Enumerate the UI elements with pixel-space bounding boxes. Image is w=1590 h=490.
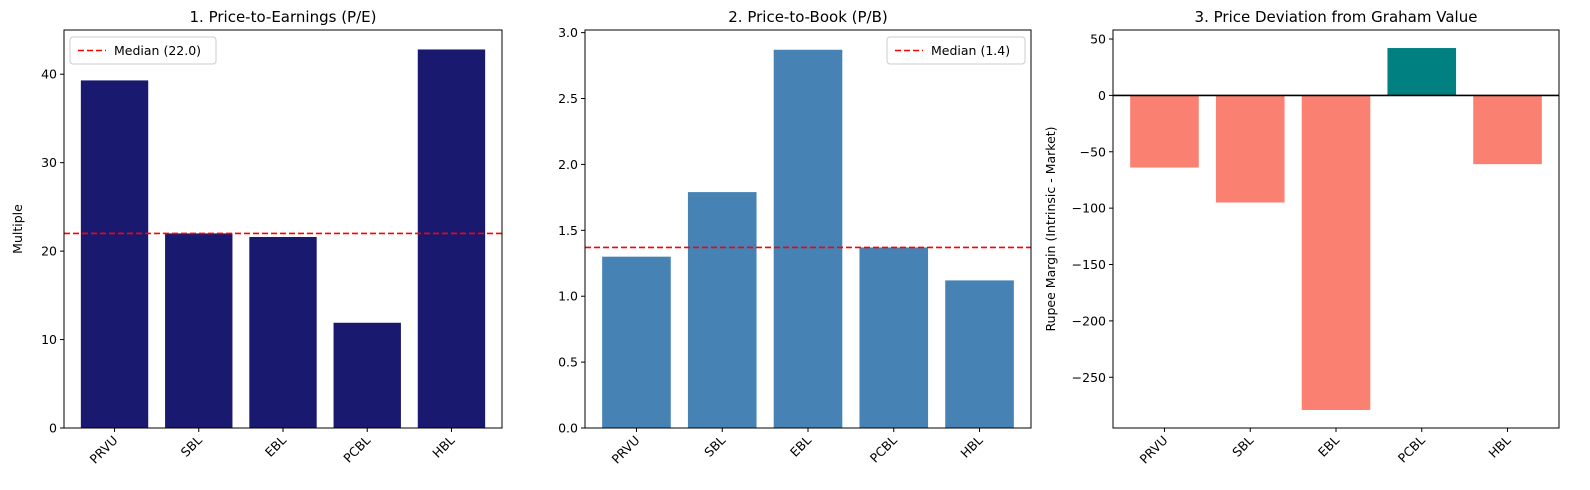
y-tick-label: 50 — [1090, 32, 1106, 47]
bar-sbl — [165, 233, 233, 428]
y-tick-label: 0.5 — [558, 355, 578, 370]
legend-label: Median (22.0) — [114, 43, 201, 58]
y-tick-label: 1.5 — [558, 223, 578, 238]
bar-prvu — [80, 80, 149, 428]
x-tick-label: PRVU — [1136, 433, 1170, 467]
x-tick-label: HBL — [1485, 432, 1513, 460]
y-tick-label: 20 — [41, 244, 57, 259]
x-tick-label: PRVU — [608, 433, 642, 467]
chart-panel-1: 0 10 20 30 40 PRVU SBL EBL PCBL HBL 1. Price-to-Ea… — [10, 8, 503, 467]
x-tick-label: PCBL — [867, 432, 900, 465]
legend-box — [69, 36, 217, 65]
legend-box — [886, 36, 1026, 65]
bar-pcbl — [859, 247, 929, 428]
legend: Median (22.0) — [69, 36, 217, 65]
bar-pcbl — [333, 322, 401, 428]
y-tick-label: −150 — [1072, 257, 1106, 272]
bar-ebl — [1301, 95, 1371, 410]
bar-ebl — [773, 49, 843, 428]
y-tick-label: 30 — [41, 155, 57, 170]
y-tick-label: −50 — [1080, 144, 1106, 159]
y-tick-label: 2.0 — [558, 157, 578, 172]
x-tick-label: PCBL — [340, 432, 373, 465]
x-tick-label: HBL — [957, 432, 985, 460]
chart-title: 2. Price-to-Book (P/B) — [728, 8, 888, 26]
y-axis-label: Rupee Margin (Intrinsic - Market) — [1043, 126, 1058, 331]
y-tick-label: 10 — [41, 332, 57, 347]
bar-ebl — [249, 236, 317, 428]
y-tick-label: 0 — [1098, 88, 1106, 103]
bar-prvu — [1130, 95, 1199, 168]
x-tick-label: PRVU — [87, 433, 121, 467]
chart-title: 1. Price-to-Earnings (P/E) — [190, 8, 377, 26]
y-axis-label: Multiple — [10, 204, 25, 254]
y-tick-label: 1.0 — [558, 289, 578, 304]
chart-panel-2: 0.0 0.5 1.0 1.5 2.0 2.5 3.0 PRVU SBL EBL PCBL HBL 2.… — [558, 8, 1032, 467]
x-tick-label: SBL — [1229, 432, 1256, 459]
x-tick-label: EBL — [262, 432, 289, 459]
x-tick-label: SBL — [701, 432, 728, 459]
bar-hbl — [417, 49, 486, 429]
y-tick-label: 40 — [41, 67, 57, 82]
bar-sbl — [687, 192, 757, 428]
y-tick-label: 3.0 — [558, 25, 578, 40]
x-tick-label: EBL — [787, 432, 814, 459]
bar-sbl — [1215, 95, 1285, 203]
bar-pcbl — [1387, 48, 1457, 96]
bar-hbl — [1473, 95, 1542, 165]
x-tick-label: HBL — [429, 432, 457, 460]
bar-hbl — [945, 280, 1014, 428]
x-tick-label: PCBL — [1395, 432, 1428, 465]
y-tick-label: 0 — [49, 421, 57, 436]
legend-label: Median (1.4) — [931, 43, 1010, 58]
chart-title: 3. Price Deviation from Graham Value — [1195, 8, 1478, 26]
y-tick-label: −200 — [1072, 313, 1106, 328]
x-tick-label: SBL — [178, 432, 205, 459]
y-tick-label: −100 — [1072, 201, 1106, 216]
y-tick-label: −250 — [1072, 370, 1106, 385]
y-tick-label: 2.5 — [558, 91, 578, 106]
x-tick-label: EBL — [1315, 432, 1342, 459]
legend: Median (1.4) — [886, 36, 1026, 65]
y-tick-label: 0.0 — [558, 421, 578, 436]
bar-prvu — [602, 256, 671, 428]
chart-panel-3: 50 0 −50 −100 −150 −200 −250 PRVU SBL EBL PCBL HBL 3… — [1043, 8, 1560, 467]
